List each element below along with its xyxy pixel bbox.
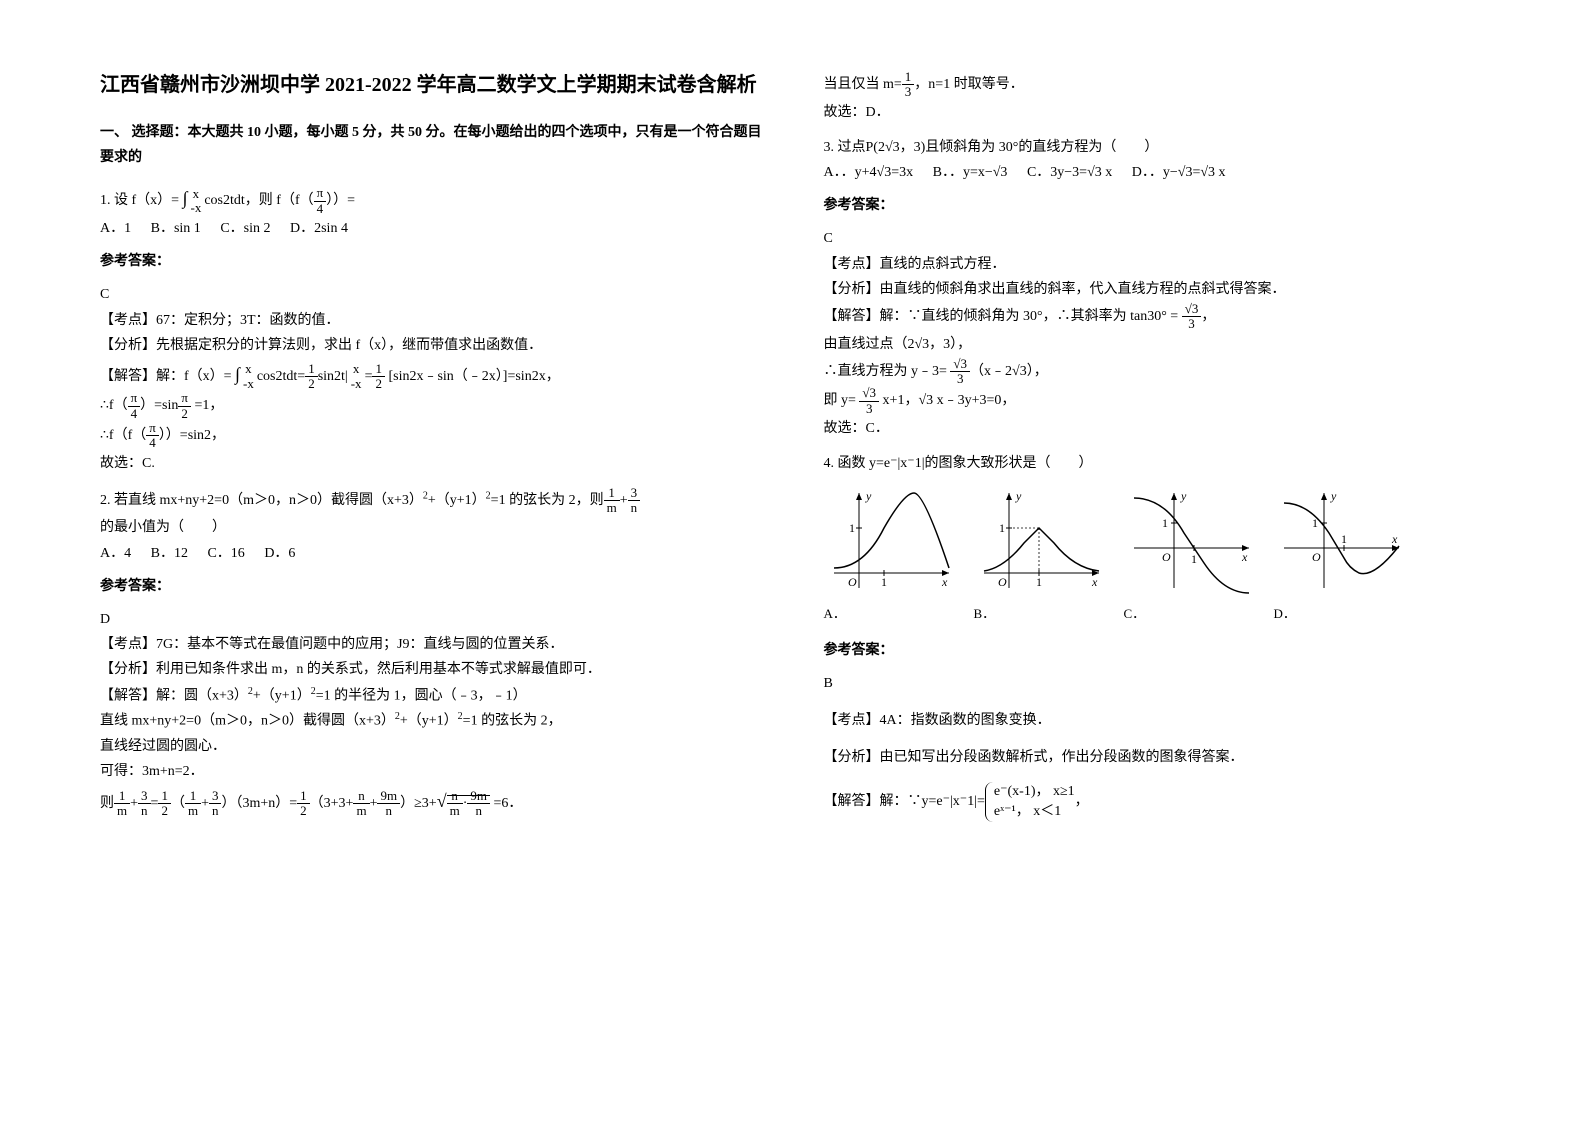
q4-graph-c: 1 1 O x y C． — [1124, 488, 1254, 625]
svg-text:x: x — [1241, 550, 1248, 564]
question-2: 2. 若直线 mx+ny+2=0（m＞0，n＞0）截得圆（x+3）2+（y+1）… — [100, 486, 764, 818]
q4-answer-label: 参考答案： — [824, 638, 1488, 663]
svg-text:O: O — [1312, 550, 1321, 564]
q2-optA: A．4 — [100, 541, 131, 566]
q1-solve3: ∴f（f（π4））=sin2， — [100, 421, 764, 451]
svg-text:O: O — [848, 575, 857, 589]
q3-solve3: ∴直线方程为 y﹣3= √33（x﹣2√3）， — [824, 357, 1488, 387]
q4-label-c: C． — [1124, 602, 1254, 625]
q2-optB: B．12 — [151, 541, 188, 566]
q3-optC: C．3y−3=√3 x — [1027, 160, 1112, 185]
q2-point: 【考点】7G：基本不等式在最值问题中的应用；J9：直线与圆的位置关系． — [100, 632, 764, 657]
q3-optA: A．．y+4√3=3x — [824, 160, 914, 185]
q2-solve2: 直线 mx+ny+2=0（m＞0，n＞0）截得圆（x+3）2+（y+1）2=1 … — [100, 708, 764, 734]
q4-point: 【考点】4A：指数函数的图象变换． — [824, 708, 1488, 733]
svg-text:1: 1 — [1162, 516, 1168, 530]
svg-text:y: y — [865, 489, 872, 503]
q3-conclusion: 故选：C． — [824, 416, 1488, 441]
q2-conclusion: 故选：D． — [824, 100, 1488, 125]
q2-solve3: 直线经过圆的圆心． — [100, 734, 764, 759]
q2-options: A．4 B．12 C．16 D．6 — [100, 541, 764, 566]
q4-analysis: 【分析】由已知写出分段函数解析式，作出分段函数的图象得答案． — [824, 745, 1488, 770]
q3-point: 【考点】直线的点斜式方程． — [824, 252, 1488, 277]
q4-label-d: D． — [1274, 602, 1404, 625]
q1-optC: C．sin 2 — [220, 216, 270, 241]
q3-optD: D．．y−√3=√3 x — [1132, 160, 1226, 185]
svg-text:y: y — [1180, 489, 1187, 503]
q2-stem: 2. 若直线 mx+ny+2=0（m＞0，n＞0）截得圆（x+3）2+（y+1）… — [100, 486, 764, 541]
q3-optB: B．．y=x−√3 — [933, 160, 1008, 185]
svg-text:1: 1 — [1312, 516, 1318, 530]
q2-answer: D — [100, 607, 764, 632]
q1-analysis: 【分析】先根据定积分的计算法则，求出 f（x），继而带值求出函数值． — [100, 333, 764, 358]
q3-analysis: 【分析】由直线的倾斜角求出直线的斜率，代入直线方程的点斜式得答案． — [824, 277, 1488, 302]
q3-answer-label: 参考答案： — [824, 193, 1488, 218]
q2-answer-label: 参考答案： — [100, 574, 764, 599]
section-header: 一、 选择题：本大题共 10 小题，每小题 5 分，共 50 分。在每小题给出的… — [100, 120, 764, 170]
q4-solve: 【解答】解：∵y=e⁻|x⁻1|=e⁻(x-1)， x≥1eˣ⁻¹， x＜1， — [824, 782, 1488, 821]
q4-graphs: 1 1 O x y A． 1 — [824, 488, 1488, 625]
svg-text:1: 1 — [1191, 552, 1197, 566]
right-column: 当且仅当 m=13，n=1 时取等号． 故选：D． 3. 过点P(2√3，3)且… — [824, 70, 1488, 1052]
question-4: 4. 函数 y=e⁻|x⁻1|的图象大致形状是（ ） 1 1 O x y — [824, 451, 1488, 822]
left-column: 江西省赣州市沙洲坝中学 2021-2022 学年高二数学文上学期期末试卷含解析 … — [100, 70, 764, 1052]
q2-cond: 当且仅当 m=13，n=1 时取等号． — [824, 70, 1488, 100]
q1-optB: B．sin 1 — [151, 216, 201, 241]
question-3: 3. 过点P(2√3，3)且倾斜角为 30°的直线方程为（ ） A．．y+4√3… — [824, 135, 1488, 441]
svg-text:1: 1 — [849, 521, 855, 535]
q3-stem: 3. 过点P(2√3，3)且倾斜角为 30°的直线方程为（ ） — [824, 135, 1488, 160]
q1-optD: D．2sin 4 — [290, 216, 348, 241]
q1-optA: A．1 — [100, 216, 131, 241]
q2-solve1: 【解答】解：圆（x+3）2+（y+1）2=1 的半径为 1，圆心（﹣3，﹣1） — [100, 683, 764, 709]
q2-analysis: 【分析】利用已知条件求出 m，n 的关系式，然后利用基本不等式求解最值即可． — [100, 657, 764, 682]
svg-text:1: 1 — [1341, 532, 1347, 546]
q1-point: 【考点】67：定积分；3T：函数的值． — [100, 308, 764, 333]
q3-answer: C — [824, 226, 1488, 251]
svg-text:x: x — [1391, 532, 1398, 546]
svg-text:1: 1 — [999, 521, 1005, 535]
q4-graph-d: 1 1 O x y D． — [1274, 488, 1404, 625]
q4-label-b: B． — [974, 602, 1104, 625]
q3-solve4: 即 y= √33 x+1，√3 x﹣3y+3=0， — [824, 386, 1488, 416]
q4-label-a: A． — [824, 602, 954, 625]
q4-answer: B — [824, 671, 1488, 696]
q1-solve2: ∴f（π4）=sinπ2 =1， — [100, 391, 764, 421]
q1-options: A．1 B．sin 1 C．sin 2 D．2sin 4 — [100, 216, 764, 241]
svg-text:y: y — [1015, 489, 1022, 503]
q4-graph-b: 1 1 O x y B． — [974, 488, 1104, 625]
q4-stem: 4. 函数 y=e⁻|x⁻1|的图象大致形状是（ ） — [824, 451, 1488, 476]
svg-text:O: O — [1162, 550, 1171, 564]
svg-text:y: y — [1330, 489, 1337, 503]
q2-solve5: 则1m+3n=12（1m+3n）（3m+n）=12（3+3+nm+9mn）≥3+… — [100, 785, 764, 819]
svg-text:x: x — [1091, 575, 1098, 589]
q1-conclusion: 故选：C. — [100, 451, 764, 476]
q2-optD: D．6 — [264, 541, 295, 566]
q2-optC: C．16 — [207, 541, 244, 566]
svg-text:1: 1 — [1036, 575, 1042, 589]
q1-answer: C — [100, 282, 764, 307]
q3-solve1: 【解答】解：∵直线的倾斜角为 30°，∴其斜率为 tan30° = √33， — [824, 302, 1488, 332]
question-1: 1. 设 f（x）= ∫x-xcos2tdt，则 f（f（π4））= A．1 B… — [100, 182, 764, 475]
svg-text:1: 1 — [881, 575, 887, 589]
q3-solve2: 由直线过点（2√3，3）， — [824, 332, 1488, 357]
svg-text:O: O — [998, 575, 1007, 589]
q3-options: A．．y+4√3=3x B．．y=x−√3 C．3y−3=√3 x D．．y−√… — [824, 160, 1488, 185]
q2-solve4: 可得：3m+n=2． — [100, 759, 764, 784]
q1-answer-label: 参考答案： — [100, 249, 764, 274]
doc-title: 江西省赣州市沙洲坝中学 2021-2022 学年高二数学文上学期期末试卷含解析 — [100, 70, 764, 100]
q1-solve1: 【解答】解：f（x）= ∫x-xcos2tdt=12sin2t|x-x=12 [… — [100, 358, 764, 392]
svg-text:x: x — [941, 575, 948, 589]
q4-graph-a: 1 1 O x y A． — [824, 488, 954, 625]
q1-stem: 1. 设 f（x）= ∫x-xcos2tdt，则 f（f（π4））= — [100, 182, 764, 216]
